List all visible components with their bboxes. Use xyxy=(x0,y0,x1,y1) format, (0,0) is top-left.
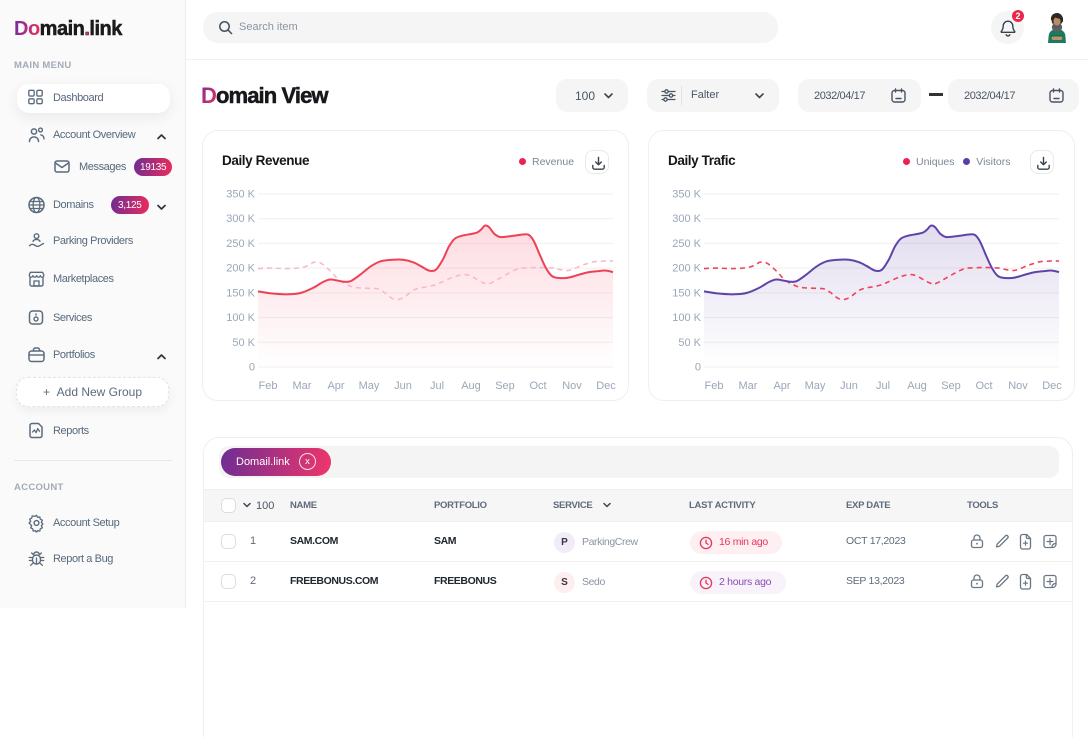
svg-text:Apr: Apr xyxy=(327,380,344,392)
svg-text:150 K: 150 K xyxy=(672,287,701,299)
svg-text:Sep: Sep xyxy=(941,380,961,392)
svg-text:Nov: Nov xyxy=(562,380,582,392)
svg-text:50 K: 50 K xyxy=(678,337,701,349)
svg-text:Dec: Dec xyxy=(1042,380,1062,392)
svg-text:0: 0 xyxy=(249,362,255,374)
svg-text:Aug: Aug xyxy=(907,380,927,392)
svg-text:350 K: 350 K xyxy=(672,189,701,201)
svg-text:Oct: Oct xyxy=(529,380,546,392)
svg-text:50 K: 50 K xyxy=(232,337,255,349)
svg-text:May: May xyxy=(359,380,380,392)
svg-text:Nov: Nov xyxy=(1008,380,1028,392)
svg-text:200 K: 200 K xyxy=(672,263,701,275)
svg-text:Oct: Oct xyxy=(975,380,992,392)
svg-text:Sep: Sep xyxy=(495,380,515,392)
svg-text:Feb: Feb xyxy=(259,380,278,392)
svg-text:Jun: Jun xyxy=(394,380,412,392)
svg-text:Mar: Mar xyxy=(293,380,312,392)
svg-text:350 K: 350 K xyxy=(226,189,255,201)
svg-text:100 K: 100 K xyxy=(672,312,701,324)
svg-text:300 K: 300 K xyxy=(672,213,701,225)
svg-text:Jul: Jul xyxy=(876,380,890,392)
svg-text:300 K: 300 K xyxy=(226,213,255,225)
svg-text:250 K: 250 K xyxy=(226,238,255,250)
svg-text:Dec: Dec xyxy=(596,380,616,392)
svg-text:Aug: Aug xyxy=(461,380,481,392)
svg-text:250 K: 250 K xyxy=(672,238,701,250)
svg-text:100 K: 100 K xyxy=(226,312,255,324)
svg-text:Jun: Jun xyxy=(840,380,858,392)
svg-text:Mar: Mar xyxy=(739,380,758,392)
svg-text:Feb: Feb xyxy=(705,380,724,392)
svg-text:200 K: 200 K xyxy=(226,263,255,275)
svg-text:0: 0 xyxy=(695,362,701,374)
svg-text:Apr: Apr xyxy=(773,380,790,392)
svg-text:May: May xyxy=(805,380,826,392)
svg-text:150 K: 150 K xyxy=(226,287,255,299)
svg-text:Jul: Jul xyxy=(430,380,444,392)
